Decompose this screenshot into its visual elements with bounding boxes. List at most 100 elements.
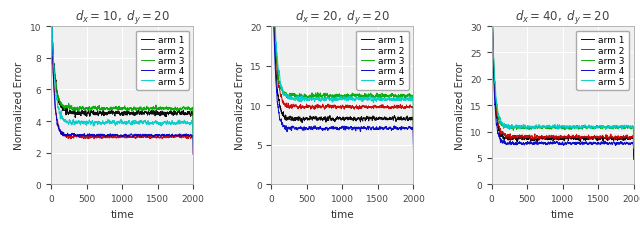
arm 4 xyxy=(47,16,55,19)
arm 3 xyxy=(113,106,120,108)
arm 5 xyxy=(406,97,413,100)
arm 4 xyxy=(553,141,561,143)
Line: arm 3: arm 3 xyxy=(51,0,193,138)
arm 4 xyxy=(557,143,564,145)
arm 5 xyxy=(410,129,417,132)
arm 4 xyxy=(333,128,340,130)
arm 3 xyxy=(380,95,387,97)
arm 5 xyxy=(630,147,637,150)
arm 2 xyxy=(488,3,495,6)
arm 3 xyxy=(333,94,340,97)
arm 3 xyxy=(406,94,413,97)
arm 5 xyxy=(186,122,193,125)
arm 3 xyxy=(557,126,564,129)
Title: $d_x = 40,\ d_y = 20$: $d_x = 40,\ d_y = 20$ xyxy=(515,9,610,27)
arm 1 xyxy=(159,114,167,116)
arm 1 xyxy=(553,137,561,139)
arm 3 xyxy=(54,95,62,98)
Line: arm 2: arm 2 xyxy=(271,0,413,137)
arm 1 xyxy=(189,138,197,141)
arm 2 xyxy=(47,32,55,34)
arm 1 xyxy=(488,2,495,4)
arm 1 xyxy=(410,142,417,145)
arm 2 xyxy=(553,137,561,140)
arm 3 xyxy=(495,118,502,121)
arm 2 xyxy=(186,136,193,139)
arm 5 xyxy=(495,116,503,119)
arm 2 xyxy=(626,136,634,139)
X-axis label: time: time xyxy=(331,209,354,219)
arm 4 xyxy=(186,135,193,137)
Line: arm 5: arm 5 xyxy=(51,0,193,147)
arm 3 xyxy=(600,126,607,128)
arm 2 xyxy=(626,136,634,139)
arm 3 xyxy=(189,137,197,140)
arm 5 xyxy=(337,97,344,99)
arm 1 xyxy=(116,113,124,116)
arm 3 xyxy=(185,107,193,110)
arm 1 xyxy=(113,112,120,115)
arm 3 xyxy=(116,107,124,110)
arm 5 xyxy=(116,121,124,124)
Line: arm 3: arm 3 xyxy=(492,0,634,149)
arm 1 xyxy=(405,117,413,119)
arm 1 xyxy=(54,98,62,101)
Legend: arm 1, arm 2, arm 3, arm 4, arm 5: arm 1, arm 2, arm 3, arm 4, arm 5 xyxy=(577,32,629,91)
arm 2 xyxy=(600,136,607,139)
arm 3 xyxy=(186,107,193,110)
arm 2 xyxy=(380,105,387,108)
arm 4 xyxy=(55,126,63,129)
arm 1 xyxy=(630,155,637,157)
X-axis label: time: time xyxy=(111,209,134,219)
arm 2 xyxy=(630,153,637,156)
arm 2 xyxy=(113,137,120,139)
arm 1 xyxy=(185,113,193,116)
arm 4 xyxy=(275,112,282,115)
arm 4 xyxy=(625,142,633,145)
arm 1 xyxy=(186,113,193,116)
X-axis label: time: time xyxy=(551,209,574,219)
arm 2 xyxy=(495,125,503,128)
arm 1 xyxy=(626,137,634,139)
arm 4 xyxy=(116,135,124,137)
arm 5 xyxy=(55,108,63,110)
arm 5 xyxy=(113,121,120,124)
Line: arm 2: arm 2 xyxy=(51,0,193,155)
Line: arm 5: arm 5 xyxy=(271,0,413,130)
arm 3 xyxy=(625,127,633,129)
arm 2 xyxy=(55,125,63,128)
Line: arm 4: arm 4 xyxy=(51,10,193,155)
Line: arm 2: arm 2 xyxy=(492,0,634,155)
arm 5 xyxy=(553,126,561,128)
arm 2 xyxy=(405,106,413,109)
arm 1 xyxy=(406,117,413,120)
arm 5 xyxy=(275,72,283,75)
arm 3 xyxy=(337,95,344,98)
arm 2 xyxy=(333,107,340,110)
arm 3 xyxy=(626,127,634,129)
Title: $d_x = 10,\ d_y = 20$: $d_x = 10,\ d_y = 20$ xyxy=(75,9,170,27)
Line: arm 1: arm 1 xyxy=(271,0,413,144)
Line: arm 1: arm 1 xyxy=(492,0,634,156)
arm 2 xyxy=(116,135,124,138)
arm 3 xyxy=(275,80,283,82)
arm 4 xyxy=(626,143,634,145)
arm 1 xyxy=(380,118,387,121)
Line: arm 4: arm 4 xyxy=(271,0,413,149)
arm 1 xyxy=(626,136,634,139)
Y-axis label: Normalized Error: Normalized Error xyxy=(235,62,244,150)
arm 5 xyxy=(333,97,340,99)
arm 2 xyxy=(159,135,167,138)
Y-axis label: Normalized Error: Normalized Error xyxy=(15,62,24,150)
arm 3 xyxy=(553,126,561,129)
arm 4 xyxy=(406,127,413,129)
Line: arm 1: arm 1 xyxy=(51,0,193,140)
arm 3 xyxy=(159,106,167,109)
Line: arm 5: arm 5 xyxy=(492,0,634,148)
arm 2 xyxy=(186,136,193,139)
arm 1 xyxy=(557,138,564,141)
arm 5 xyxy=(557,125,564,128)
arm 5 xyxy=(626,126,634,129)
arm 4 xyxy=(410,148,417,150)
arm 4 xyxy=(186,134,193,137)
